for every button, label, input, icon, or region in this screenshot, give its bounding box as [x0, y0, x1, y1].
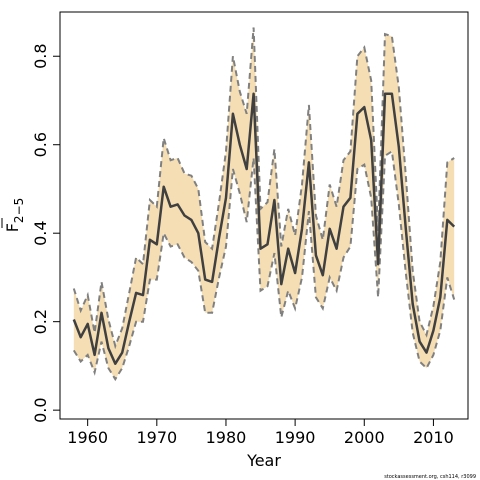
x-tick-label: 2010 — [413, 428, 454, 447]
confidence-band — [73, 27, 455, 380]
lower-bound-line — [72, 149, 456, 382]
y-tick-label: 0.0 — [31, 397, 50, 422]
y-tick-label: 0.4 — [31, 220, 50, 245]
svg-text:F2−5: F2−5 — [3, 198, 26, 233]
footer-credit: stockassessment.org, csh114, r3099 — [384, 474, 476, 480]
x-tick-label: 1990 — [275, 428, 316, 447]
estimate-line — [72, 92, 456, 365]
y-tick-label: 0.8 — [31, 43, 50, 68]
y-tick-label: 0.2 — [31, 309, 50, 334]
y-axis-title-symbol: F — [3, 223, 22, 232]
x-tick-label: 1960 — [67, 428, 108, 447]
y-axis: 0.0 0.2 0.4 0.6 0.8 — [31, 43, 60, 423]
y-tick-label: 0.6 — [31, 132, 50, 157]
plot-frame — [59, 11, 469, 420]
x-tick-label: 1970 — [136, 428, 177, 447]
y-axis-title: F2−5 — [1, 198, 26, 233]
y-axis-title-subscript: 2−5 — [12, 198, 26, 223]
confidence-band-group — [72, 27, 456, 382]
x-axis-title: Year — [246, 451, 281, 470]
x-tick-label: 2000 — [344, 428, 385, 447]
x-tick-label: 1980 — [206, 428, 247, 447]
x-axis: 1960 1970 1980 1990 2000 2010 — [67, 419, 454, 447]
